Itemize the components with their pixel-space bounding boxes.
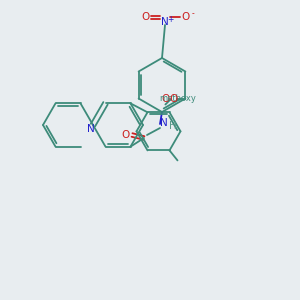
Text: O: O (181, 12, 189, 22)
Text: methoxy: methoxy (159, 94, 196, 103)
Text: O: O (161, 94, 169, 103)
Text: N: N (87, 124, 95, 134)
Text: N: N (160, 118, 168, 128)
Text: O: O (169, 94, 178, 103)
Text: H: H (169, 121, 177, 131)
Text: O: O (142, 12, 150, 22)
Text: N: N (161, 17, 169, 27)
Text: -: - (192, 10, 194, 19)
Text: +: + (167, 16, 173, 25)
Text: O: O (121, 130, 129, 140)
